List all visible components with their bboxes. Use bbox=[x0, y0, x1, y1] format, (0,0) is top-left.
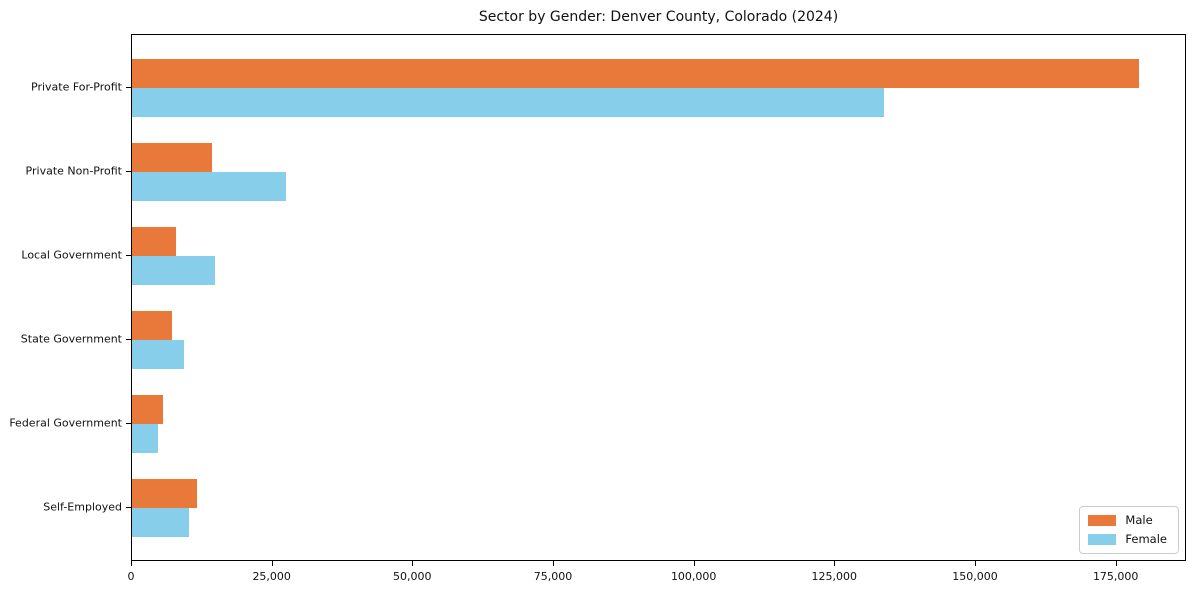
x-tick-mark bbox=[412, 561, 414, 566]
bar-male-5 bbox=[132, 395, 163, 424]
legend-item-female: Female bbox=[1088, 533, 1167, 545]
y-tick-mark bbox=[126, 423, 131, 424]
bar-male-6 bbox=[132, 479, 197, 508]
legend-swatch-male bbox=[1088, 514, 1117, 526]
x-tick-mark bbox=[131, 561, 132, 566]
y-tick-label: Self-Employed bbox=[43, 500, 122, 514]
bar-female-2 bbox=[132, 172, 286, 201]
x-tick-mark bbox=[271, 561, 273, 566]
x-tick-mark bbox=[553, 561, 554, 566]
bar-male-3 bbox=[132, 227, 176, 256]
bar-male-4 bbox=[132, 311, 172, 340]
bar-female-1 bbox=[132, 88, 884, 117]
legend-item-male: Male bbox=[1088, 514, 1167, 526]
bar-male-2 bbox=[132, 143, 212, 172]
x-tick-label: 50,000 bbox=[393, 570, 432, 583]
y-tick-label: Federal Government bbox=[9, 416, 122, 430]
y-tick-mark bbox=[126, 87, 131, 88]
y-tick-label: State Government bbox=[20, 332, 122, 346]
legend-label: Female bbox=[1125, 532, 1167, 546]
x-tick-mark bbox=[834, 561, 836, 566]
y-tick-label: Private Non-Profit bbox=[25, 164, 122, 178]
x-tick-mark bbox=[693, 561, 695, 566]
y-tick-label: Local Government bbox=[21, 248, 122, 262]
y-tick-mark bbox=[126, 507, 131, 508]
bar-male-1 bbox=[132, 59, 1140, 88]
y-tick-mark bbox=[126, 171, 131, 172]
chart-title: Sector by Gender: Denver County, Colorad… bbox=[478, 9, 839, 25]
x-tick-label: 0 bbox=[127, 570, 135, 583]
x-tick-label: 100,000 bbox=[670, 570, 717, 583]
x-tick-label: 125,000 bbox=[811, 570, 858, 583]
legend: Male Female bbox=[1079, 506, 1179, 554]
legend-swatch-female bbox=[1088, 533, 1117, 545]
x-tick-label: 75,000 bbox=[533, 570, 573, 583]
x-tick-label: 25,000 bbox=[252, 570, 291, 583]
x-tick-label: 175,000 bbox=[1092, 570, 1139, 583]
y-tick-mark bbox=[126, 255, 131, 256]
legend-label: Male bbox=[1125, 513, 1153, 527]
bar-female-6 bbox=[132, 508, 189, 537]
bar-female-5 bbox=[132, 424, 158, 453]
y-tick-label: Private For-Profit bbox=[31, 80, 122, 94]
x-tick-label: 150,000 bbox=[952, 570, 998, 583]
x-tick-mark bbox=[975, 561, 976, 566]
bar-female-4 bbox=[132, 340, 184, 369]
y-tick-mark bbox=[126, 339, 131, 340]
x-tick-mark bbox=[1115, 561, 1117, 566]
plot-area: Male Female bbox=[131, 34, 1186, 561]
bar-female-3 bbox=[132, 256, 215, 285]
